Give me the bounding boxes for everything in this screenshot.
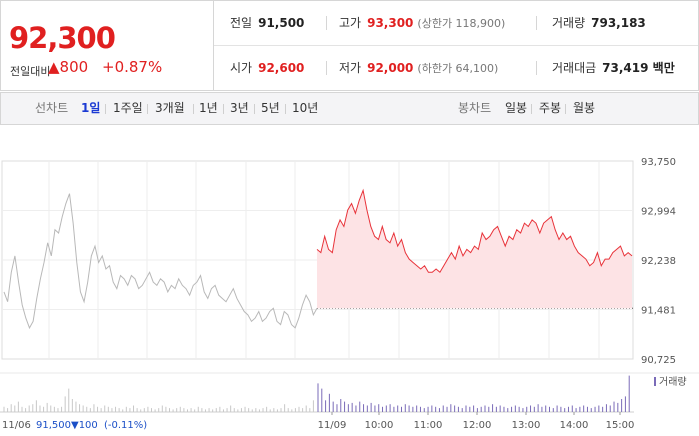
- divider: [531, 104, 532, 114]
- divider: [536, 61, 537, 75]
- x-tick-label: 11:00: [414, 420, 443, 431]
- change-value: ▲800: [48, 58, 89, 76]
- change-percent: +0.87%: [102, 58, 163, 76]
- footer-date: 11/06: [2, 420, 31, 431]
- x-tick-label: 14:00: [560, 420, 589, 431]
- y-tick-label: 93,750: [641, 157, 676, 168]
- volume-legend-label: 거래량: [659, 376, 687, 388]
- line-chart-label: 선차트: [35, 101, 69, 115]
- low-label: 저가: [339, 61, 362, 75]
- tab-3year[interactable]: 3년: [230, 101, 249, 115]
- quote-panel: 92,300 전일대비 ▲800 +0.87% 전일 91,500 고가 93,30…: [0, 0, 699, 91]
- volume-legend-swatch: [654, 377, 656, 386]
- lower-limit: (하한가 64,100): [417, 62, 499, 75]
- divider: [254, 104, 255, 114]
- amount-value: 73,419 백만: [602, 61, 675, 75]
- tab-1week[interactable]: 1주일: [113, 101, 143, 115]
- tab-3month[interactable]: 3개월: [155, 101, 185, 115]
- tab-weekly-candle[interactable]: 주봉: [539, 101, 562, 115]
- high-label: 고가: [339, 16, 362, 30]
- current-price-box: 92,300 전일대비 ▲800 +0.87%: [1, 1, 214, 90]
- footer-change: ▼100: [71, 420, 98, 431]
- high-value: 93,300: [367, 16, 414, 30]
- x-tick-label: 15:00: [606, 420, 635, 431]
- divider: [326, 16, 327, 30]
- amount-label: 거래대금: [552, 61, 597, 75]
- chart-tab-bar: 선차트 1일 1주일 3개월 1년 3년 5년 10년 봉차트 일봉 주봉 월봉: [0, 92, 699, 125]
- today-price-line: [316, 188, 633, 274]
- quote-stats: 전일 91,500 고가 93,300 (상한가 118,900) 거래량 793,18…: [214, 1, 698, 90]
- divider: [193, 104, 194, 114]
- prev-close-label: 전일: [230, 16, 253, 30]
- divider: [105, 104, 106, 114]
- amount-cell: 거래대금 73,419 백만: [552, 46, 675, 90]
- volume-label: 거래량: [552, 16, 586, 30]
- open-value: 92,600: [258, 61, 305, 75]
- divider: [326, 61, 327, 75]
- divider: [147, 104, 148, 114]
- low-cell: 저가 92,000 (하한가 64,100): [339, 46, 498, 90]
- low-value: 92,000: [367, 61, 414, 75]
- x-tick-label: 13:00: [512, 420, 541, 431]
- previous-day-price-line: [3, 193, 318, 330]
- prev-close-cell: 전일 91,500: [230, 1, 304, 45]
- divider: [285, 104, 286, 114]
- stats-row: 시가 92,600 저가 92,000 (하한가 64,100) 거래대금 73,419…: [214, 46, 698, 90]
- y-tick-label: 90,725: [641, 355, 676, 366]
- x-tick-label: 10:00: [365, 420, 394, 431]
- volume-value: 793,183: [591, 16, 646, 30]
- x-tick-label: 11/09: [318, 420, 347, 431]
- change-label: 전일대비: [10, 65, 51, 78]
- y-tick-label: 92,994: [641, 207, 676, 218]
- prev-close-value: 91,500: [258, 16, 305, 30]
- open-cell: 시가 92,600: [230, 46, 304, 90]
- today-price-area: [317, 190, 632, 309]
- open-label: 시가: [230, 61, 253, 75]
- tab-5year[interactable]: 5년: [261, 101, 280, 115]
- x-tick-label: 12:00: [463, 420, 492, 431]
- divider: [223, 104, 224, 114]
- tab-1day[interactable]: 1일: [81, 101, 101, 115]
- tab-1year[interactable]: 1년: [199, 101, 218, 115]
- stats-row: 전일 91,500 고가 93,300 (상한가 118,900) 거래량 793,18…: [214, 1, 698, 46]
- tab-monthly-candle[interactable]: 월봉: [573, 101, 596, 115]
- y-tick-label: 91,481: [641, 306, 676, 317]
- tab-daily-candle[interactable]: 일봉: [505, 101, 528, 115]
- footer-close: 91,500: [36, 420, 71, 431]
- candle-chart-label: 봉차트: [458, 101, 492, 115]
- current-price: 92,300: [9, 21, 116, 55]
- y-tick-label: 92,238: [641, 256, 676, 267]
- divider: [565, 104, 566, 114]
- high-cell: 고가 93,300 (상한가 118,900): [339, 1, 505, 45]
- volume-cell: 거래량 793,183: [552, 1, 646, 45]
- tab-10year[interactable]: 10년: [292, 101, 319, 115]
- upper-limit: (상한가 118,900): [417, 17, 506, 30]
- divider: [536, 16, 537, 30]
- footer-percent: (-0.11%): [104, 420, 147, 431]
